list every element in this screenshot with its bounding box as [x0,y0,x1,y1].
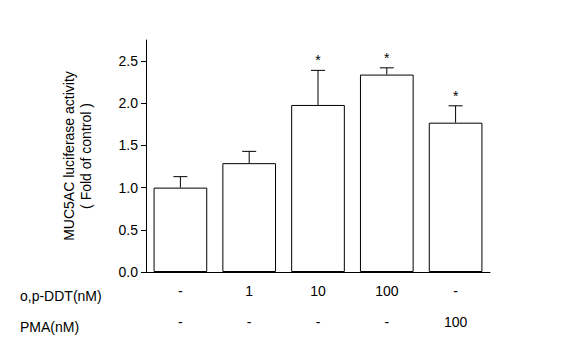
svg-text:( Fold of control ): ( Fold of control ) [78,103,94,209]
svg-text:-: - [178,283,183,299]
svg-text:100: 100 [444,314,468,330]
svg-text:-: - [384,314,389,330]
svg-text:MUC5AC luciferase activity: MUC5AC luciferase activity [61,71,77,241]
svg-text:1: 1 [245,283,253,299]
svg-text:*: * [384,50,390,66]
svg-text:1.0: 1.0 [119,180,139,196]
svg-text:10: 10 [310,283,326,299]
svg-text:o,p-DDT(nM): o,p-DDT(nM) [20,288,102,304]
svg-text:0.0: 0.0 [119,264,139,280]
svg-text:2.0: 2.0 [119,95,139,111]
svg-text:100: 100 [375,283,399,299]
svg-text:PMA(nM): PMA(nM) [20,319,79,335]
svg-text:-: - [453,283,458,299]
svg-text:-: - [178,314,183,330]
svg-text:*: * [453,88,459,104]
svg-text:-: - [247,314,252,330]
svg-text:1.5: 1.5 [119,137,139,153]
svg-text:-: - [316,314,321,330]
svg-text:2.5: 2.5 [119,53,139,69]
svg-text:0.5: 0.5 [119,222,139,238]
svg-text:*: * [315,52,321,68]
